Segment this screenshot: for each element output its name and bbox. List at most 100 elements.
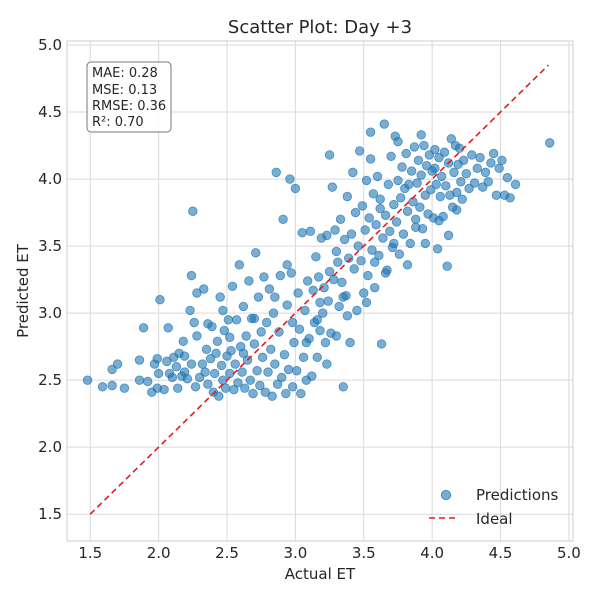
data-point: [216, 360, 227, 371]
data-point: [389, 199, 399, 210]
data-point: [480, 167, 491, 178]
data-point: [411, 222, 421, 233]
data-point: [338, 382, 348, 392]
data-point: [331, 246, 342, 257]
axis-ticks: 1.5 2.0 2.5 3.0 3.5 4.0 4.5 5.0 1.5 2.0 2.5 3.0 3.5 4…: [38, 36, 581, 562]
data-point: [457, 194, 467, 204]
data-point: [244, 276, 254, 286]
data-point: [279, 349, 290, 360]
data-point: [446, 134, 456, 144]
data-point: [159, 384, 169, 395]
data-point: [272, 379, 283, 389]
data-point: [374, 250, 384, 261]
data-point: [229, 384, 239, 395]
data-point: [368, 189, 379, 199]
data-point: [404, 179, 414, 190]
data-point: [398, 229, 409, 239]
data-point: [185, 305, 195, 316]
data-point: [238, 301, 249, 312]
data-point: [283, 364, 294, 375]
data-point: [119, 383, 130, 393]
data-point: [401, 148, 411, 159]
data-point: [275, 270, 286, 281]
data-point: [240, 383, 250, 393]
data-point: [292, 366, 302, 376]
stat-mse: MSE: 0.13: [92, 83, 157, 98]
data-point: [155, 295, 165, 305]
data-point: [261, 317, 272, 328]
data-point: [393, 136, 403, 147]
data-point: [497, 155, 507, 166]
data-point: [371, 219, 381, 230]
data-point: [199, 284, 209, 294]
x-tick-label: 2.5: [215, 544, 239, 562]
data-point: [335, 214, 346, 224]
data-point: [200, 367, 210, 377]
data-point: [294, 324, 305, 334]
data-point: [171, 362, 182, 372]
data-point: [82, 375, 93, 385]
data-point: [267, 391, 277, 401]
ideal-line: [89, 64, 549, 515]
data-point: [434, 215, 444, 226]
data-point: [255, 380, 265, 391]
data-point: [402, 260, 413, 270]
stats-box: MAE: 0.28 MSE: 0.13 RMSE: 0.36 R²: 0.70: [86, 61, 172, 133]
data-point: [383, 179, 394, 190]
data-point: [192, 331, 202, 341]
data-point: [405, 238, 415, 249]
data-point: [215, 292, 225, 302]
data-point: [230, 359, 240, 369]
data-point: [138, 323, 149, 333]
data-point: [189, 317, 199, 328]
data-point: [266, 344, 276, 355]
data-point: [415, 202, 425, 212]
y-tick-label: 4.0: [38, 170, 62, 188]
data-point: [226, 345, 236, 356]
y-tick-label: 1.5: [38, 505, 62, 523]
x-tick-label: 5.0: [557, 544, 581, 562]
data-point: [286, 268, 296, 278]
data-point: [179, 351, 190, 361]
data-point: [212, 336, 223, 346]
data-point: [173, 383, 183, 393]
data-point: [162, 356, 172, 367]
data-point: [488, 148, 499, 159]
data-point: [281, 388, 291, 399]
data-point: [251, 248, 261, 258]
data-point: [359, 288, 369, 298]
data-point: [274, 327, 284, 337]
data-point: [510, 179, 521, 190]
data-point: [287, 382, 298, 392]
data-point: [307, 371, 317, 381]
data-point: [443, 230, 454, 241]
data-point: [319, 282, 329, 293]
data-point: [211, 348, 221, 359]
x-axis-label: Actual ET: [285, 565, 356, 583]
data-point: [237, 367, 247, 377]
data-point: [290, 183, 301, 194]
data-point: [409, 142, 420, 152]
data-point: [483, 177, 493, 187]
data-point: [107, 380, 117, 391]
data-point: [413, 155, 424, 166]
legend: Predictions Ideal: [429, 486, 559, 528]
data-point: [376, 339, 387, 349]
data-point: [289, 337, 299, 348]
data-point: [270, 292, 280, 302]
data-point: [372, 171, 383, 182]
data-point: [134, 375, 145, 385]
data-point: [203, 319, 213, 329]
data-point: [363, 270, 373, 281]
data-point: [231, 315, 242, 325]
data-point: [452, 205, 462, 215]
data-point: [385, 226, 395, 237]
data-point: [435, 191, 446, 202]
data-point: [389, 238, 399, 249]
data-point: [472, 163, 482, 174]
data-point: [475, 152, 485, 163]
data-point: [491, 190, 502, 200]
data-point: [233, 378, 243, 388]
data-point: [311, 252, 321, 262]
data-point: [298, 352, 309, 363]
